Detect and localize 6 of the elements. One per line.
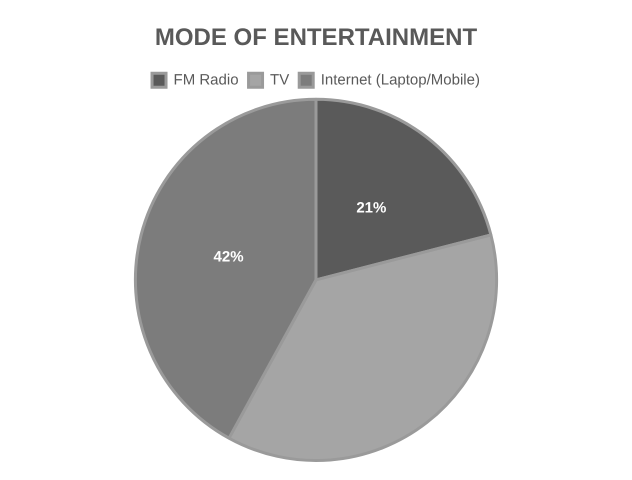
chart-title: MODE OF ENTERTAINMENT xyxy=(154,24,478,52)
data-label: 42% xyxy=(214,248,244,266)
legend-label: Internet (Laptop/Mobile) xyxy=(320,71,480,88)
data-label: 21% xyxy=(356,200,386,217)
legend-label: FM Radio xyxy=(174,71,239,88)
legend-label: TV xyxy=(270,71,290,88)
